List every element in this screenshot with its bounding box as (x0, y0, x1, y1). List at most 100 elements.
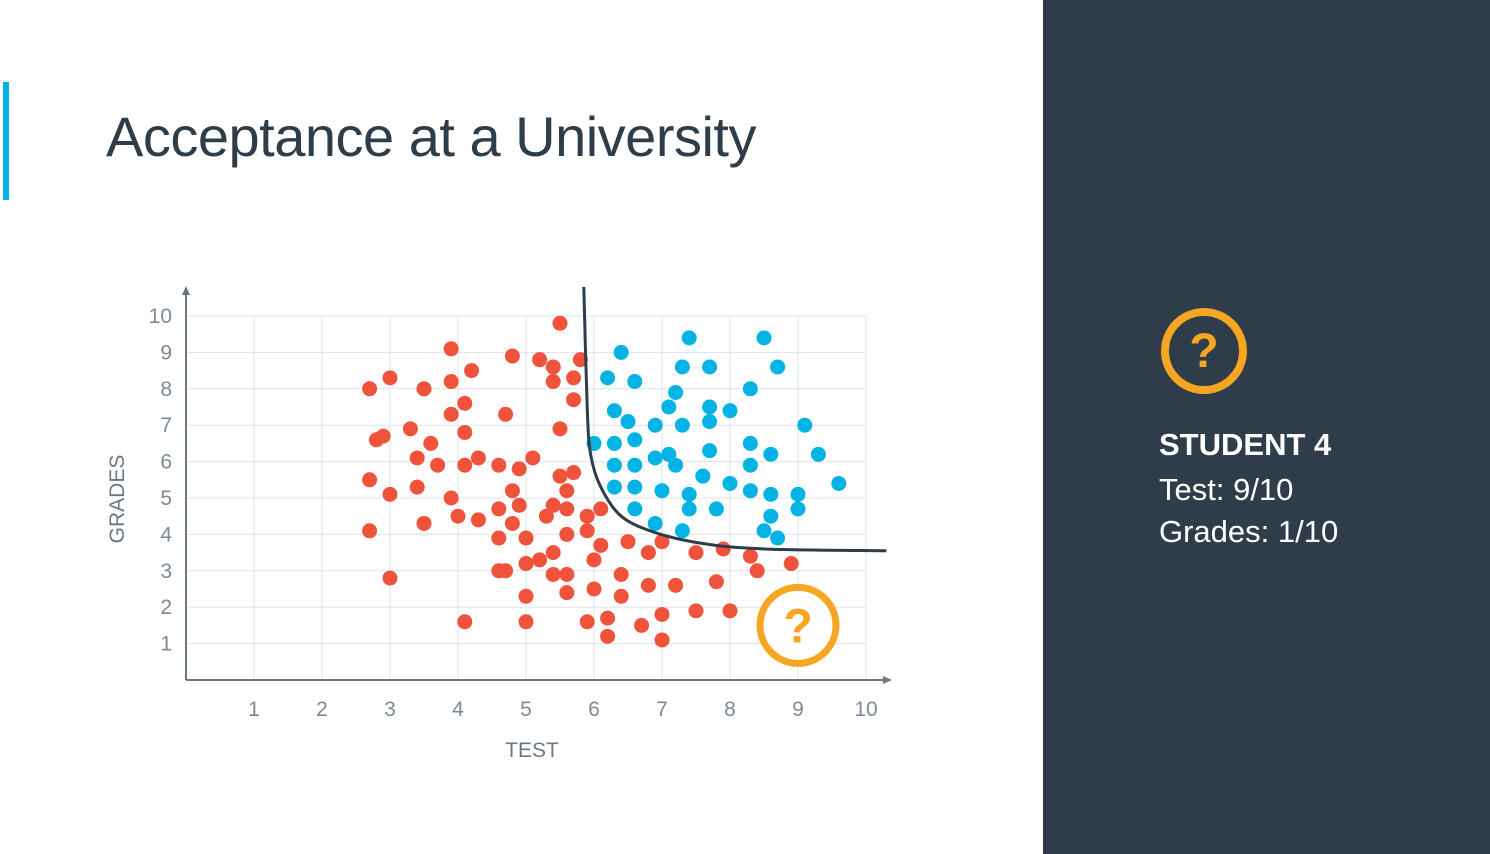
rejected-point (430, 457, 446, 473)
rejected-point (382, 570, 398, 586)
rejected-point (525, 450, 541, 466)
accepted-point (661, 399, 677, 415)
rejected-point (504, 483, 520, 499)
rejected-point (552, 421, 568, 437)
rejected-point (566, 465, 582, 481)
accepted-point (627, 501, 643, 517)
accepted-point (606, 435, 622, 451)
rejected-point (457, 395, 473, 411)
rejected-point (491, 457, 507, 473)
rejected-point (620, 534, 636, 550)
y-tick-label: 6 (160, 451, 172, 474)
rejected-point (593, 501, 609, 517)
rejected-point (470, 512, 486, 528)
decision-boundary-line (582, 286, 887, 553)
accepted-point (742, 381, 758, 397)
accepted-point (647, 515, 663, 531)
rejected-point (443, 406, 459, 422)
rejected-point (600, 628, 616, 644)
slide-main: Acceptance at a University 1 2 3 4 5 6 7 8 9 10 1 2… (3, 82, 892, 762)
rejected-point (552, 315, 568, 331)
rejected-point (443, 490, 459, 506)
rejected-point (457, 424, 473, 440)
accepted-point (627, 479, 643, 495)
rejected-point (668, 577, 684, 593)
accepted-point (763, 508, 779, 524)
accent-bar (3, 82, 9, 200)
accepted-point (668, 457, 684, 473)
y-tick-label: 2 (160, 596, 172, 619)
y-tick-label: 9 (160, 341, 172, 364)
rejected-point (559, 566, 575, 582)
accepted-point (681, 486, 697, 502)
rejected-point (579, 508, 595, 524)
accepted-point (790, 486, 806, 502)
accepted-point (668, 384, 684, 400)
accepted-point (606, 403, 622, 419)
accepted-point (620, 414, 636, 430)
rejected-point (532, 352, 548, 368)
y-tick-label: 5 (160, 487, 172, 510)
accepted-point (722, 403, 738, 419)
accepted-point (681, 330, 697, 346)
x-tick-label: 3 (384, 698, 396, 721)
student-info-panel: ? STUDENT 4 Test: 9/10 Grades: 1/10 (1043, 0, 1490, 854)
accepted-point (790, 501, 806, 517)
x-tick-label: 10 (854, 698, 877, 721)
rejected-point (409, 450, 425, 466)
rejected-point (722, 603, 738, 619)
rejected-point (640, 545, 656, 561)
rejected-point (545, 497, 561, 513)
y-tick-label: 3 (160, 560, 172, 583)
rejected-point (688, 545, 704, 561)
rejected-point (382, 370, 398, 386)
rejected-point (532, 552, 548, 568)
x-tick-label: 4 (452, 698, 464, 721)
rejected-point (654, 632, 670, 648)
rejected-point (545, 359, 561, 375)
rejected-point (559, 526, 575, 542)
rejected-point (749, 563, 765, 579)
accepted-point (627, 432, 643, 448)
rejected-point (423, 435, 439, 451)
rejected-point (559, 501, 575, 517)
accepted-point (702, 399, 718, 415)
accepted-point (702, 414, 718, 430)
y-tick-label: 8 (160, 378, 172, 401)
accepted-point (742, 435, 758, 451)
rejected-point (688, 603, 704, 619)
accepted-point (702, 443, 718, 459)
accepted-point (674, 417, 690, 433)
accepted-point (647, 417, 663, 433)
svg-text:?: ? (1189, 325, 1218, 378)
accepted-point (797, 417, 813, 433)
accepted-point (831, 475, 847, 491)
y-axis-arrow (182, 286, 190, 295)
rejected-point (518, 530, 534, 546)
rejected-point (593, 537, 609, 553)
accepted-point (763, 486, 779, 502)
accepted-point (654, 483, 670, 499)
x-tick-label: 6 (588, 698, 600, 721)
question-mark-circle-icon: ? (1161, 308, 1247, 394)
student-title: STUDENT 4 (1159, 427, 1332, 462)
rejected-point (362, 381, 378, 397)
rejected-point (450, 508, 466, 524)
rejected-point (783, 556, 799, 572)
scatter-chart: 1 2 3 4 5 6 7 8 9 10 1 2 3 4 5 6 7 8 9 10 ? TEST GRADES (106, 286, 892, 762)
accepted-point (606, 479, 622, 495)
student-grades-score: Grades: 1/10 (1159, 514, 1339, 549)
y-axis-label: GRADES (106, 455, 129, 544)
rejected-point (457, 457, 473, 473)
accepted-point (627, 374, 643, 390)
rejected-point (613, 566, 629, 582)
rejected-point (511, 461, 527, 477)
rejected-point (443, 341, 459, 357)
student-test-score: Test: 9/10 (1159, 472, 1294, 507)
rejected-point (416, 515, 432, 531)
accepted-point (647, 450, 663, 466)
rejected-point (464, 363, 480, 379)
accepted-point (695, 468, 711, 484)
question-mark-glyph: ? (783, 600, 812, 653)
rejected-point (362, 472, 378, 488)
